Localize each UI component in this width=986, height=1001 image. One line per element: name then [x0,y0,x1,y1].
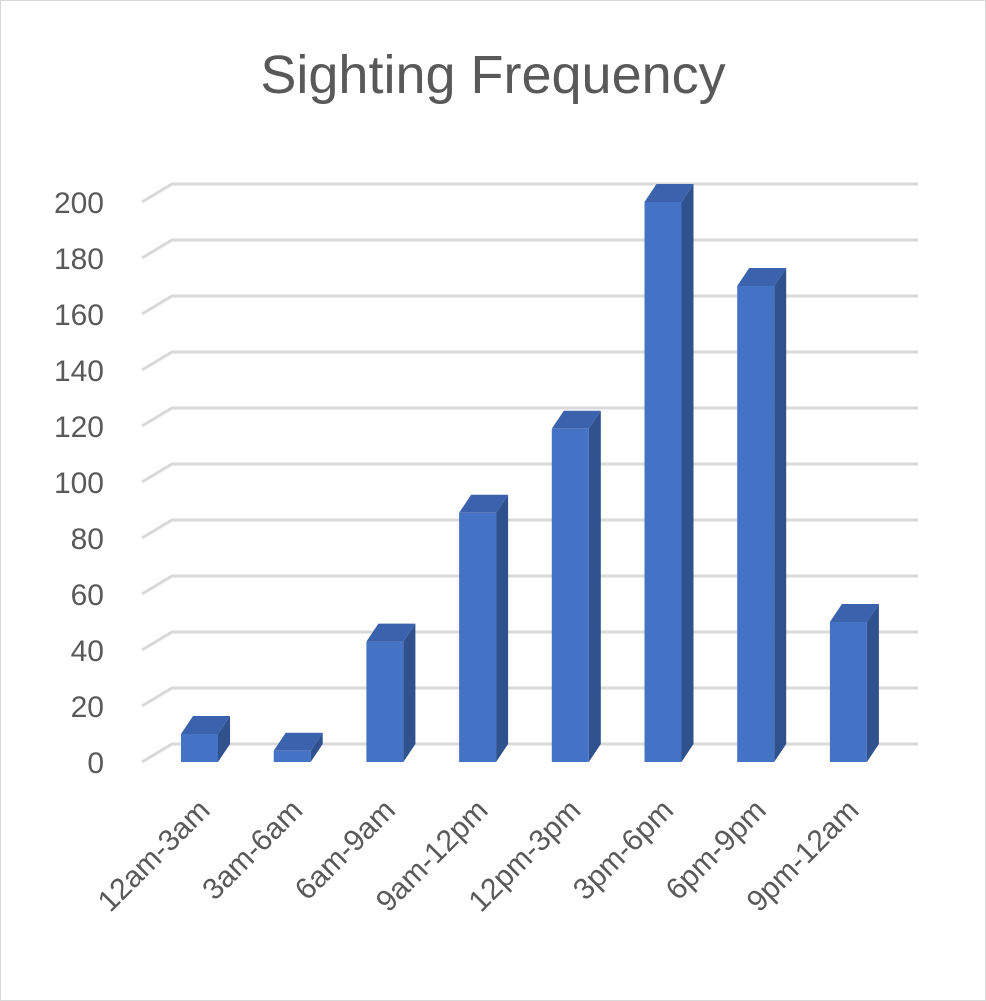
bar-front [551,428,589,762]
gridline [141,742,918,764]
bar-top [829,604,879,622]
bar [273,732,323,762]
gridline [141,182,918,204]
bar-front [181,734,218,762]
y-tick-label: 140 [54,355,104,388]
gridlines [141,182,918,764]
gridline [141,574,918,596]
bar [551,410,601,762]
bar-side [681,184,694,762]
bar-side [774,268,787,762]
bar-side [218,716,230,762]
y-tick-label: 20 [71,691,104,724]
y-tick-label: 120 [54,411,104,444]
bars [181,184,879,762]
bar [644,184,694,762]
bar-front [737,286,775,762]
gridline [141,518,918,540]
y-tick-label: 160 [54,299,104,332]
y-tick-label: 180 [54,243,104,276]
gridline [141,294,918,316]
y-tick-label: 80 [71,523,104,556]
gridline [141,238,918,260]
x-tick-label: 3am-6am [196,794,309,907]
bar-front [644,202,682,762]
bar [737,268,787,762]
bar-top [366,623,416,642]
x-tick-label: 3pm-6pm [567,794,680,907]
bar-side [588,410,601,762]
chart-title: Sighting Frequency [260,45,726,105]
y-tick-label: 60 [71,579,104,612]
bar-top [181,716,230,734]
x-tick-label: 12am-3am [92,794,217,919]
y-tick-label: 40 [71,635,104,668]
bar-top [273,732,323,751]
gridline [141,350,918,372]
bar-front [829,622,867,762]
y-tick-label: 100 [54,467,104,500]
bar [459,494,509,762]
y-tick-label: 200 [54,187,104,220]
bar-side [496,494,509,762]
gridline [141,630,918,652]
bar [181,716,230,762]
bar-side [866,604,879,762]
gridline [141,686,918,708]
bar-top [551,410,601,429]
bar [829,604,879,762]
bar-top [644,184,694,202]
y-axis-ticks: 0 20 40 60 80 100 120 140 160 180 200 [54,187,104,780]
x-axis-ticks: 12am-3am3am-6am6am-9am9am-12pm12pm-3pm3p… [92,794,866,919]
bar-side [403,623,416,762]
bar-top [737,268,787,286]
bar [366,623,416,762]
gridline [141,406,918,428]
bar-front [459,512,497,762]
bar-top [459,494,509,513]
gridline [141,462,918,484]
bar-front [366,641,404,762]
bar-front [273,750,311,762]
bar-side [310,732,323,762]
y-tick-label: 0 [87,747,104,780]
